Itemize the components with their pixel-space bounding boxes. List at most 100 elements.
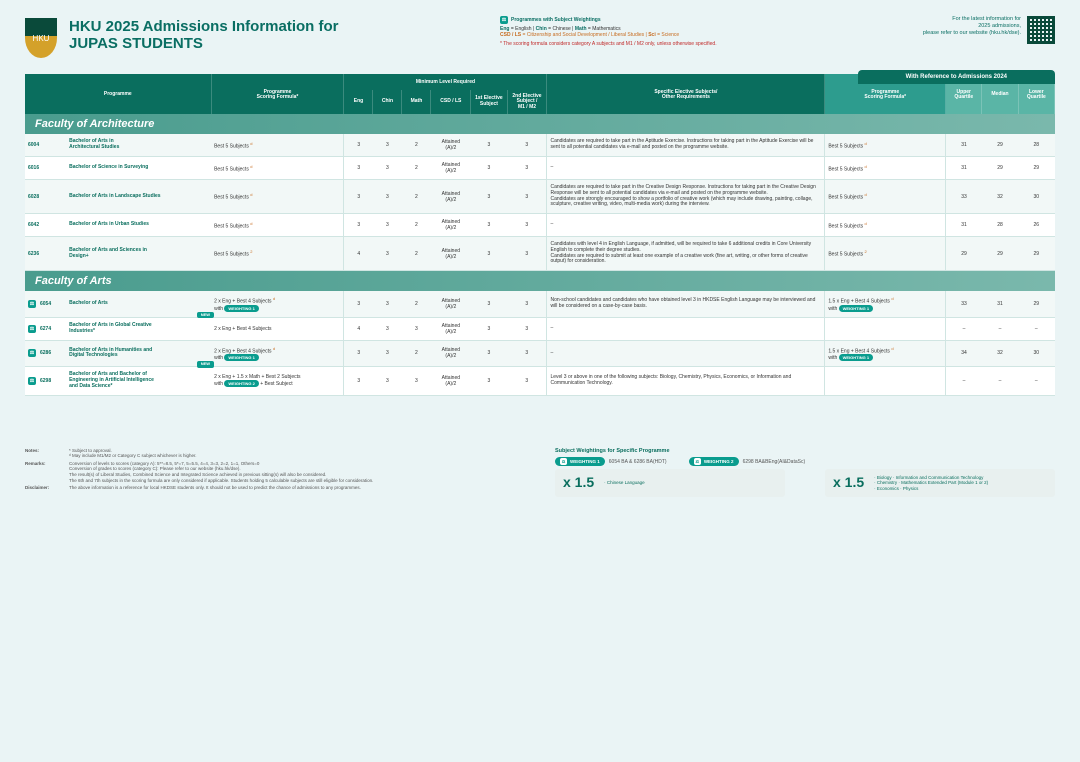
weighting-icon: ⚖ [560,458,567,465]
lower-quartile: 30 [1018,180,1054,214]
lvl-chin: 3 [373,237,402,271]
programme-code: ⚖6274 [25,317,66,340]
legend: ⚖Programmes with Subject Weightings Eng … [500,16,820,47]
weighting-icon: ⚖ [694,458,701,465]
w2-sub: · Biology · Information and Communicatio… [874,475,988,492]
qr-code-icon [1027,16,1055,44]
upper-quartile: – [946,367,982,395]
scoring-formula: Best 5 Subjects d [211,180,344,214]
website-info: For the latest information for 2025 admi… [923,16,1055,44]
scoring-formula: Best 5 Subjects d [211,157,344,180]
scoring-formula-2024: Best 5 Subjects d [825,214,946,237]
lvl-chin: 3 [373,157,402,180]
lvl-csd: Attained (A)/2 [431,367,471,395]
weighting-icon: ⚖ [28,300,36,308]
median: 29 [982,237,1018,271]
lvl-math: 2 [402,214,431,237]
programme-name: Bachelor of Science in Surveying [66,157,211,180]
programme-code: ⚖6054 [25,291,66,317]
table-row: 6236Bachelor of Arts and Sciences in Des… [25,237,1055,271]
programme-code: ⚖6298 [25,367,66,395]
table-row: 6004Bachelor of Arts in Architectural St… [25,134,1055,157]
scoring-formula-2024: Best 5 Subjects d [825,134,946,157]
programme-code: ⚖6286 [25,340,66,367]
lower-quartile: – [1018,317,1054,340]
weighting-icon: ⚖ [28,349,36,357]
lvl-eng: 3 [344,367,373,395]
faculty-header: Faculty of Architecture [25,114,1055,134]
upper-quartile: 33 [946,180,982,214]
table-row: ⚖6286Bachelor of Arts in Humanities and … [25,340,1055,367]
scoring-formula: 2 x Eng + Best 4 Subjects dwith WEIGHTIN… [211,340,344,367]
new-badge: NEW [197,361,214,368]
page-title: HKU 2025 Admissions Information for JUPA… [69,18,339,53]
lvl-chin: 3 [373,317,402,340]
lvl-e1: 3 [471,157,507,180]
lvl-math: 3 [402,367,431,395]
weighting1-card: x 1.5 · Chinese Language [555,469,785,497]
lvl-e1: 3 [471,237,507,271]
lvl-e2: 3 [507,340,547,367]
w2-desc: 6298 BA&BEng(AI&DataSc) [743,459,806,465]
scoring-formula: Best 5 Subjects d [211,214,344,237]
median: 32 [982,180,1018,214]
lvl-e2: 3 [507,157,547,180]
ri-l2: 2025 admissions, [923,23,1021,30]
lvl-csd: Attained (A)/2 [431,134,471,157]
faculty-header: Faculty of Arts [25,271,1055,292]
w1-sub: · Chinese Language [604,480,645,486]
lvl-eng: 3 [344,340,373,367]
hku-shield-icon: HKU [25,18,57,58]
upper-quartile: 31 [946,157,982,180]
lvl-eng: 4 [344,237,373,271]
median: – [982,367,1018,395]
th-csd: CSD / LS [431,90,471,115]
x15: x 1.5 [563,474,594,492]
th-programme: Programme [25,74,211,114]
programme-code: 6042 [25,214,66,237]
th-el1: 1st Elective Subject [471,90,507,115]
scoring-formula-2024 [825,317,946,340]
sw-title: Subject Weightings for Specific Programm… [555,448,1055,455]
ri-l1: For the latest information for [923,16,1021,23]
requirements: – [547,157,825,180]
lvl-csd: Attained (A)/2 [431,214,471,237]
median: 31 [982,291,1018,317]
lvl-e1: 3 [471,317,507,340]
lvl-csd: Attained (A)/2 [431,340,471,367]
lvl-chin: 3 [373,214,402,237]
programme-name: Bachelor of Arts in Urban Studies [66,214,211,237]
median: 32 [982,340,1018,367]
th-el2: 2nd Elective Subject / M1 / M2 [507,90,547,115]
lvl-e1: 3 [471,340,507,367]
lvl-chin: 3 [373,367,402,395]
programme-code: 6028 [25,180,66,214]
requirements: Level 3 or above in one of the following… [547,367,825,395]
lvl-e1: 3 [471,214,507,237]
lower-quartile: 28 [1018,134,1054,157]
table-row: 6042Bachelor of Arts in Urban StudiesBes… [25,214,1055,237]
legend-pw: Programmes with Subject Weightings [511,17,601,23]
lower-quartile: 29 [1018,157,1054,180]
lvl-math: 2 [402,237,431,271]
disclaimer-text: The above information is a reference for… [69,485,361,491]
lvl-csd: Attained (A)/2 [431,237,471,271]
programme-code: 6016 [25,157,66,180]
median: – [982,317,1018,340]
weighting-icon: ⚖ [500,16,508,24]
title-line2: JUPAS STUDENTS [69,35,203,52]
scoring-formula: 2 x Eng + Best 4 Subjects [211,317,344,340]
programme-code: 6236 [25,237,66,271]
programme-name: Bachelor of Arts [66,291,211,317]
x15b: x 1.5 [833,474,864,492]
ri-l3: please refer to our website (hku.hk/dse)… [923,30,1021,37]
lvl-e2: 3 [507,291,547,317]
lvl-math: 2 [402,134,431,157]
scoring-formula-2024 [825,367,946,395]
lvl-math: 2 [402,157,431,180]
w1-tag: ⚖WEIGHTING 1 [555,457,605,466]
lvl-eng: 3 [344,134,373,157]
scoring-formula: 2 x Eng + Best 4 Subjects dwith WEIGHTIN… [211,291,344,317]
programme-name: Bachelor of Arts in Architectural Studie… [66,134,211,157]
lvl-csd: Attained (A)/2 [431,291,471,317]
